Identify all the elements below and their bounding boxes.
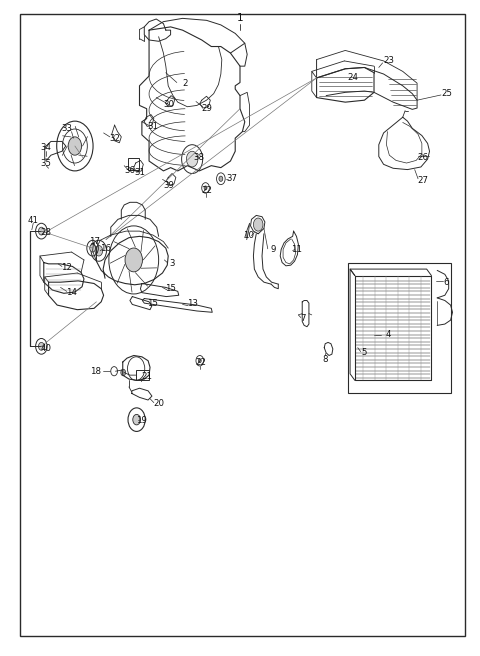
Text: 38: 38: [194, 154, 205, 162]
Text: 31: 31: [147, 122, 158, 131]
Text: 13: 13: [187, 298, 198, 308]
Text: 4: 4: [385, 330, 391, 339]
Circle shape: [204, 186, 207, 190]
Circle shape: [133, 415, 141, 425]
Circle shape: [38, 227, 44, 235]
Text: 14: 14: [66, 288, 77, 297]
Text: 19: 19: [136, 417, 147, 426]
Bar: [136, 370, 149, 380]
Circle shape: [253, 218, 263, 231]
Text: 40: 40: [40, 344, 51, 354]
Bar: [128, 158, 139, 170]
Circle shape: [68, 137, 82, 155]
Text: 41: 41: [28, 216, 39, 225]
Text: 36: 36: [124, 167, 135, 175]
Circle shape: [121, 369, 126, 376]
Circle shape: [219, 176, 223, 181]
Text: 29: 29: [201, 104, 212, 113]
Text: 20: 20: [153, 400, 164, 409]
Text: 16: 16: [99, 243, 110, 253]
Text: 8: 8: [323, 355, 328, 364]
Text: 24: 24: [347, 73, 358, 83]
Text: 17: 17: [89, 237, 100, 246]
Text: 2: 2: [182, 79, 188, 89]
Text: 25: 25: [441, 89, 452, 98]
Text: 33: 33: [61, 124, 72, 133]
Text: 31: 31: [134, 169, 145, 177]
Text: 7: 7: [300, 314, 306, 323]
Text: 39: 39: [164, 181, 175, 190]
Bar: [348, 262, 451, 394]
Text: 22: 22: [195, 358, 206, 367]
Text: 34: 34: [41, 144, 52, 152]
Circle shape: [125, 248, 143, 272]
Text: 28: 28: [40, 228, 51, 237]
Text: 30: 30: [164, 100, 175, 109]
Text: 10: 10: [243, 231, 254, 240]
Text: 18: 18: [90, 367, 101, 376]
Circle shape: [186, 152, 198, 167]
Text: 15: 15: [165, 284, 176, 293]
Text: 3: 3: [169, 259, 175, 268]
Text: 35: 35: [41, 159, 52, 167]
Text: 37: 37: [227, 174, 238, 183]
Text: 12: 12: [61, 263, 72, 272]
Circle shape: [90, 244, 96, 252]
Text: 5: 5: [362, 348, 367, 358]
Text: 6: 6: [443, 277, 448, 287]
Circle shape: [95, 245, 103, 256]
Text: 1: 1: [237, 13, 243, 24]
Text: 22: 22: [201, 186, 212, 195]
Circle shape: [198, 359, 201, 363]
Text: 26: 26: [417, 154, 428, 162]
Circle shape: [38, 342, 44, 350]
Text: 15: 15: [147, 298, 158, 308]
Text: 21: 21: [142, 372, 153, 381]
Text: 27: 27: [417, 176, 428, 184]
Text: 11: 11: [291, 245, 302, 254]
Text: 9: 9: [271, 245, 276, 254]
Text: 23: 23: [383, 56, 394, 66]
Text: 32: 32: [109, 134, 120, 142]
